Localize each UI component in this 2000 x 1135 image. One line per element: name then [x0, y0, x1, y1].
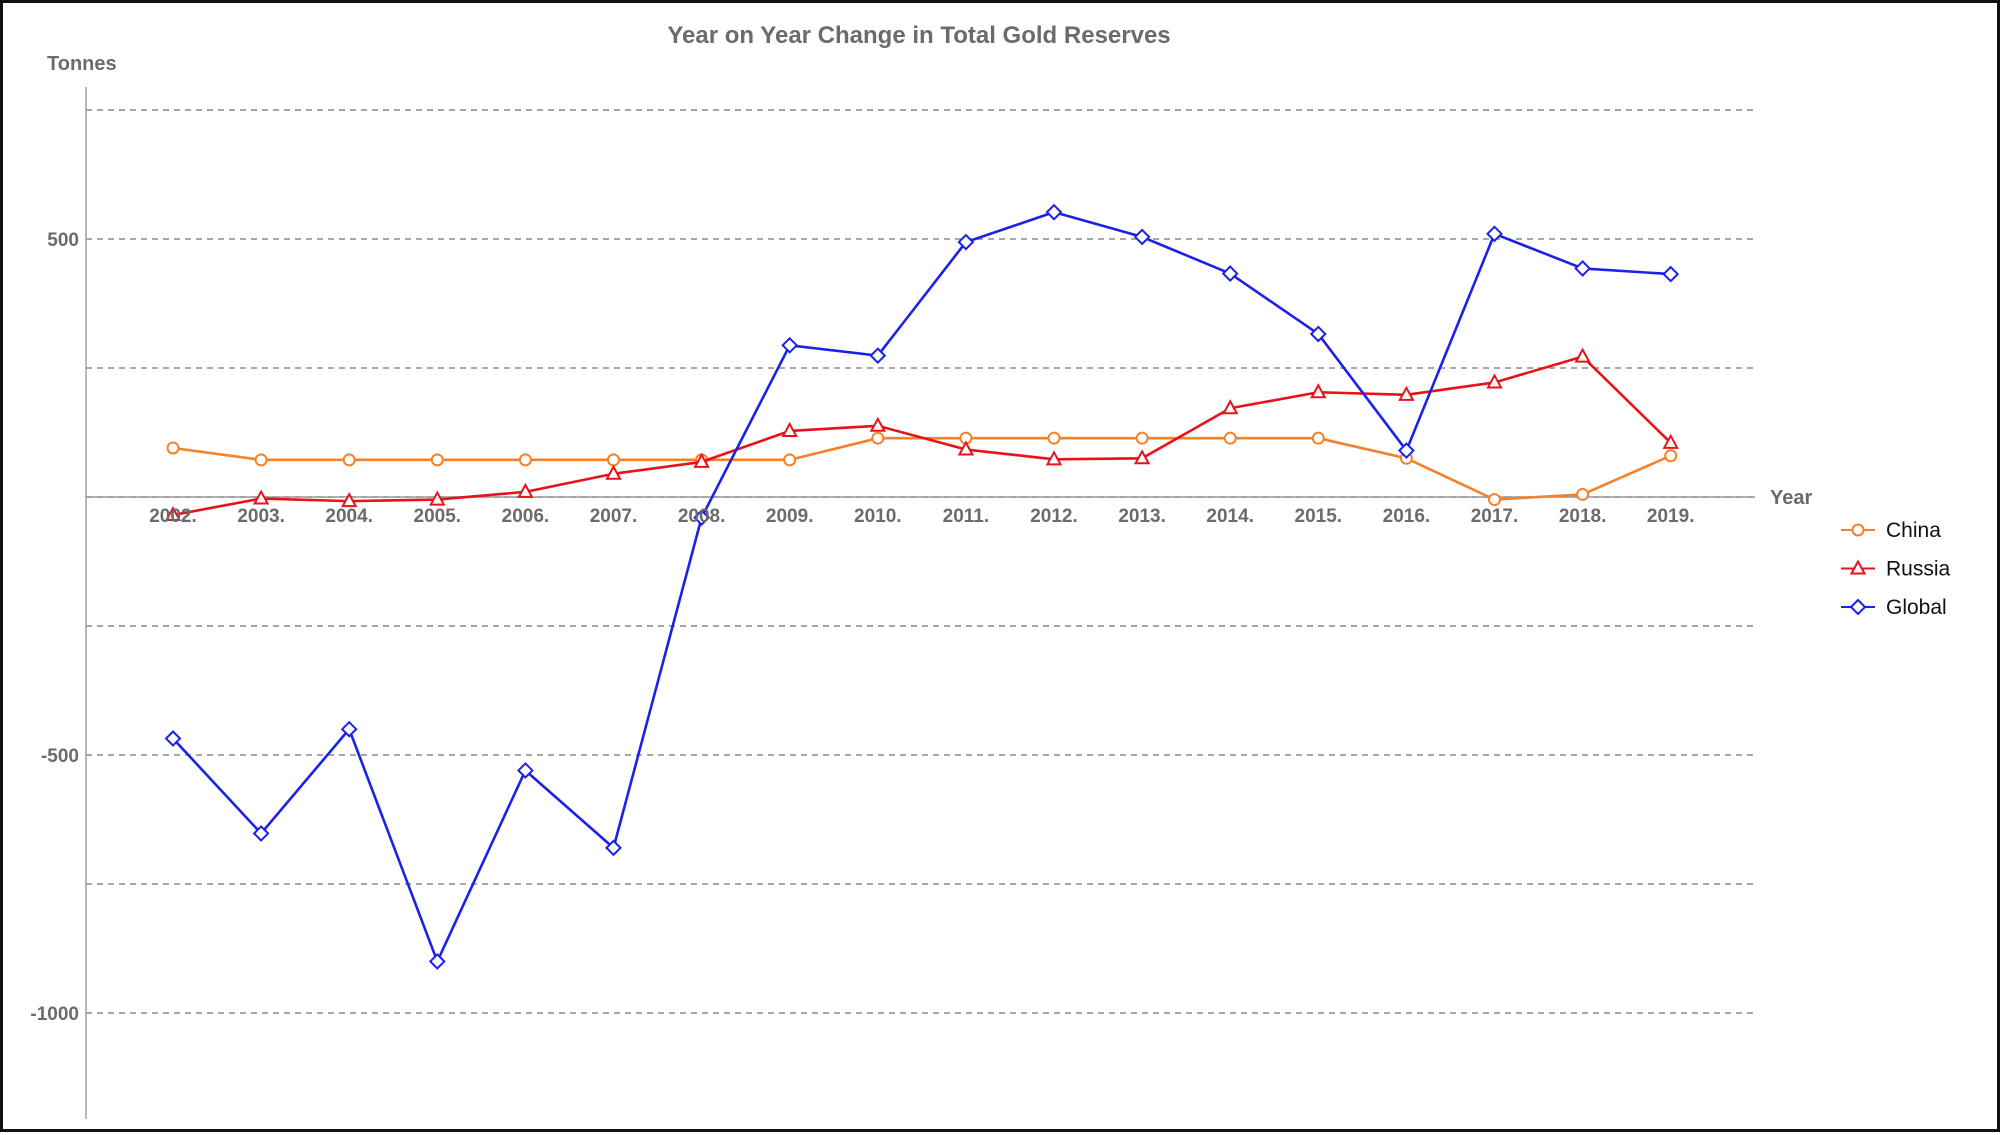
russia-data-point [1133, 449, 1151, 465]
china-data-point [1664, 449, 1678, 463]
legend-label-global: Global [1886, 596, 1947, 619]
global-data-point [428, 952, 446, 970]
x-tick-label: 2019. [1647, 506, 1695, 527]
china-data-point [1576, 487, 1590, 501]
legend-label-china: China [1886, 519, 1941, 542]
y-axis-label: Tonnes [47, 53, 117, 75]
legend-label-russia: Russia [1886, 558, 1951, 581]
russia-data-point [869, 416, 886, 432]
global-data-point [1397, 442, 1415, 459]
series-china [166, 431, 1678, 507]
russia-data-point [1045, 450, 1063, 466]
x-tick-label: 2008. [678, 506, 726, 527]
china-data-point [430, 453, 444, 467]
legend-item-russia: Russia [1841, 558, 1951, 581]
x-axis-label: Year [1770, 487, 1812, 509]
series-line-russia [172, 355, 1672, 517]
series-global [164, 203, 1680, 970]
china-data-point [1311, 431, 1325, 445]
x-tick-label: 2018. [1559, 506, 1607, 527]
global-data-point [252, 825, 270, 842]
x-tick-label: 2003. [237, 506, 285, 527]
gridlines [86, 109, 1755, 1014]
china-data-point [342, 453, 356, 467]
legend: China Russia Global [1841, 519, 1951, 619]
y-tick-label: -500 [41, 746, 79, 767]
line-chart: Year on Year Change in Total Gold Reserv… [30, 22, 1951, 1119]
russia-data-point [1486, 373, 1503, 389]
china-data-point [1047, 431, 1061, 445]
russia-data-point [252, 489, 270, 505]
china-data-point [783, 453, 797, 467]
series-line-global [172, 210, 1671, 963]
china-data-point [254, 453, 268, 467]
global-data-point [1309, 325, 1327, 343]
legend-marker-global [1849, 598, 1867, 616]
russia-data-point [1662, 433, 1679, 449]
global-data-point [605, 839, 622, 857]
global-data-point [1662, 265, 1680, 283]
russia-data-point [1574, 347, 1591, 363]
russia-data-point [1310, 383, 1327, 399]
global-data-point [1574, 259, 1592, 277]
russia-data-point [693, 452, 710, 468]
china-data-point [1135, 431, 1149, 445]
russia-data-point [1398, 385, 1415, 401]
russia-data-point [341, 492, 358, 508]
x-tick-label: 2016. [1383, 506, 1431, 527]
legend-marker-russia [1849, 559, 1867, 575]
chart-title: Year on Year Change in Total Gold Reserv… [667, 22, 1170, 49]
x-tick-label: 2015. [1295, 506, 1343, 527]
x-tick-label: 2007. [590, 506, 638, 527]
x-tick-label: 2010. [854, 506, 902, 527]
y-tick-label: -1000 [30, 1004, 79, 1025]
russia-data-point [781, 421, 798, 437]
series-line-china [172, 436, 1672, 501]
china-data-point [1223, 431, 1237, 445]
china-data-point [607, 453, 620, 467]
legend-item-china: China [1841, 519, 1941, 542]
x-tick-label: 2005. [414, 506, 462, 527]
x-tick-label: 2011. [943, 506, 990, 527]
global-data-point [516, 762, 534, 779]
global-data-point [164, 730, 182, 747]
global-data-point [1133, 228, 1151, 246]
y-tick-label: 500 [47, 230, 79, 251]
russia-data-point [517, 482, 534, 498]
y-tick-labels: 500 -500 -1000 [30, 230, 79, 1025]
x-tick-label: 2009. [766, 506, 814, 527]
x-tick-label: 2012. [1030, 506, 1078, 527]
x-tick-labels: 2002. 2003. 2004. 2005. 2006. 2007. 2008. 2009.… [149, 506, 1694, 527]
global-data-point [869, 347, 887, 365]
x-tick-label: 2013. [1118, 506, 1166, 527]
china-data-point [871, 431, 885, 445]
x-tick-label: 2002. [149, 506, 197, 527]
russia-data-point [605, 464, 622, 480]
russia-data-point [429, 490, 446, 506]
global-data-point [693, 509, 711, 527]
x-tick-label: 2004. [325, 506, 373, 527]
global-data-point [340, 720, 358, 738]
x-tick-label: 2014. [1206, 506, 1254, 527]
x-tick-label: 2006. [502, 506, 550, 527]
russia-data-point [957, 440, 975, 456]
series-russia [164, 347, 1679, 522]
russia-data-point [164, 505, 182, 522]
legend-marker-china [1851, 523, 1865, 537]
global-data-point [781, 336, 799, 354]
china-data-point [1488, 493, 1501, 507]
series-lines [164, 203, 1680, 970]
china-data-point [166, 441, 180, 455]
global-data-point [1221, 265, 1239, 282]
global-data-point [957, 233, 975, 251]
china-data-point [518, 453, 532, 467]
russia-data-point [1222, 399, 1239, 415]
legend-item-global: Global [1841, 596, 1947, 619]
x-tick-label: 2017. [1471, 506, 1519, 527]
global-data-point [1486, 225, 1503, 243]
global-data-point [1045, 203, 1063, 221]
